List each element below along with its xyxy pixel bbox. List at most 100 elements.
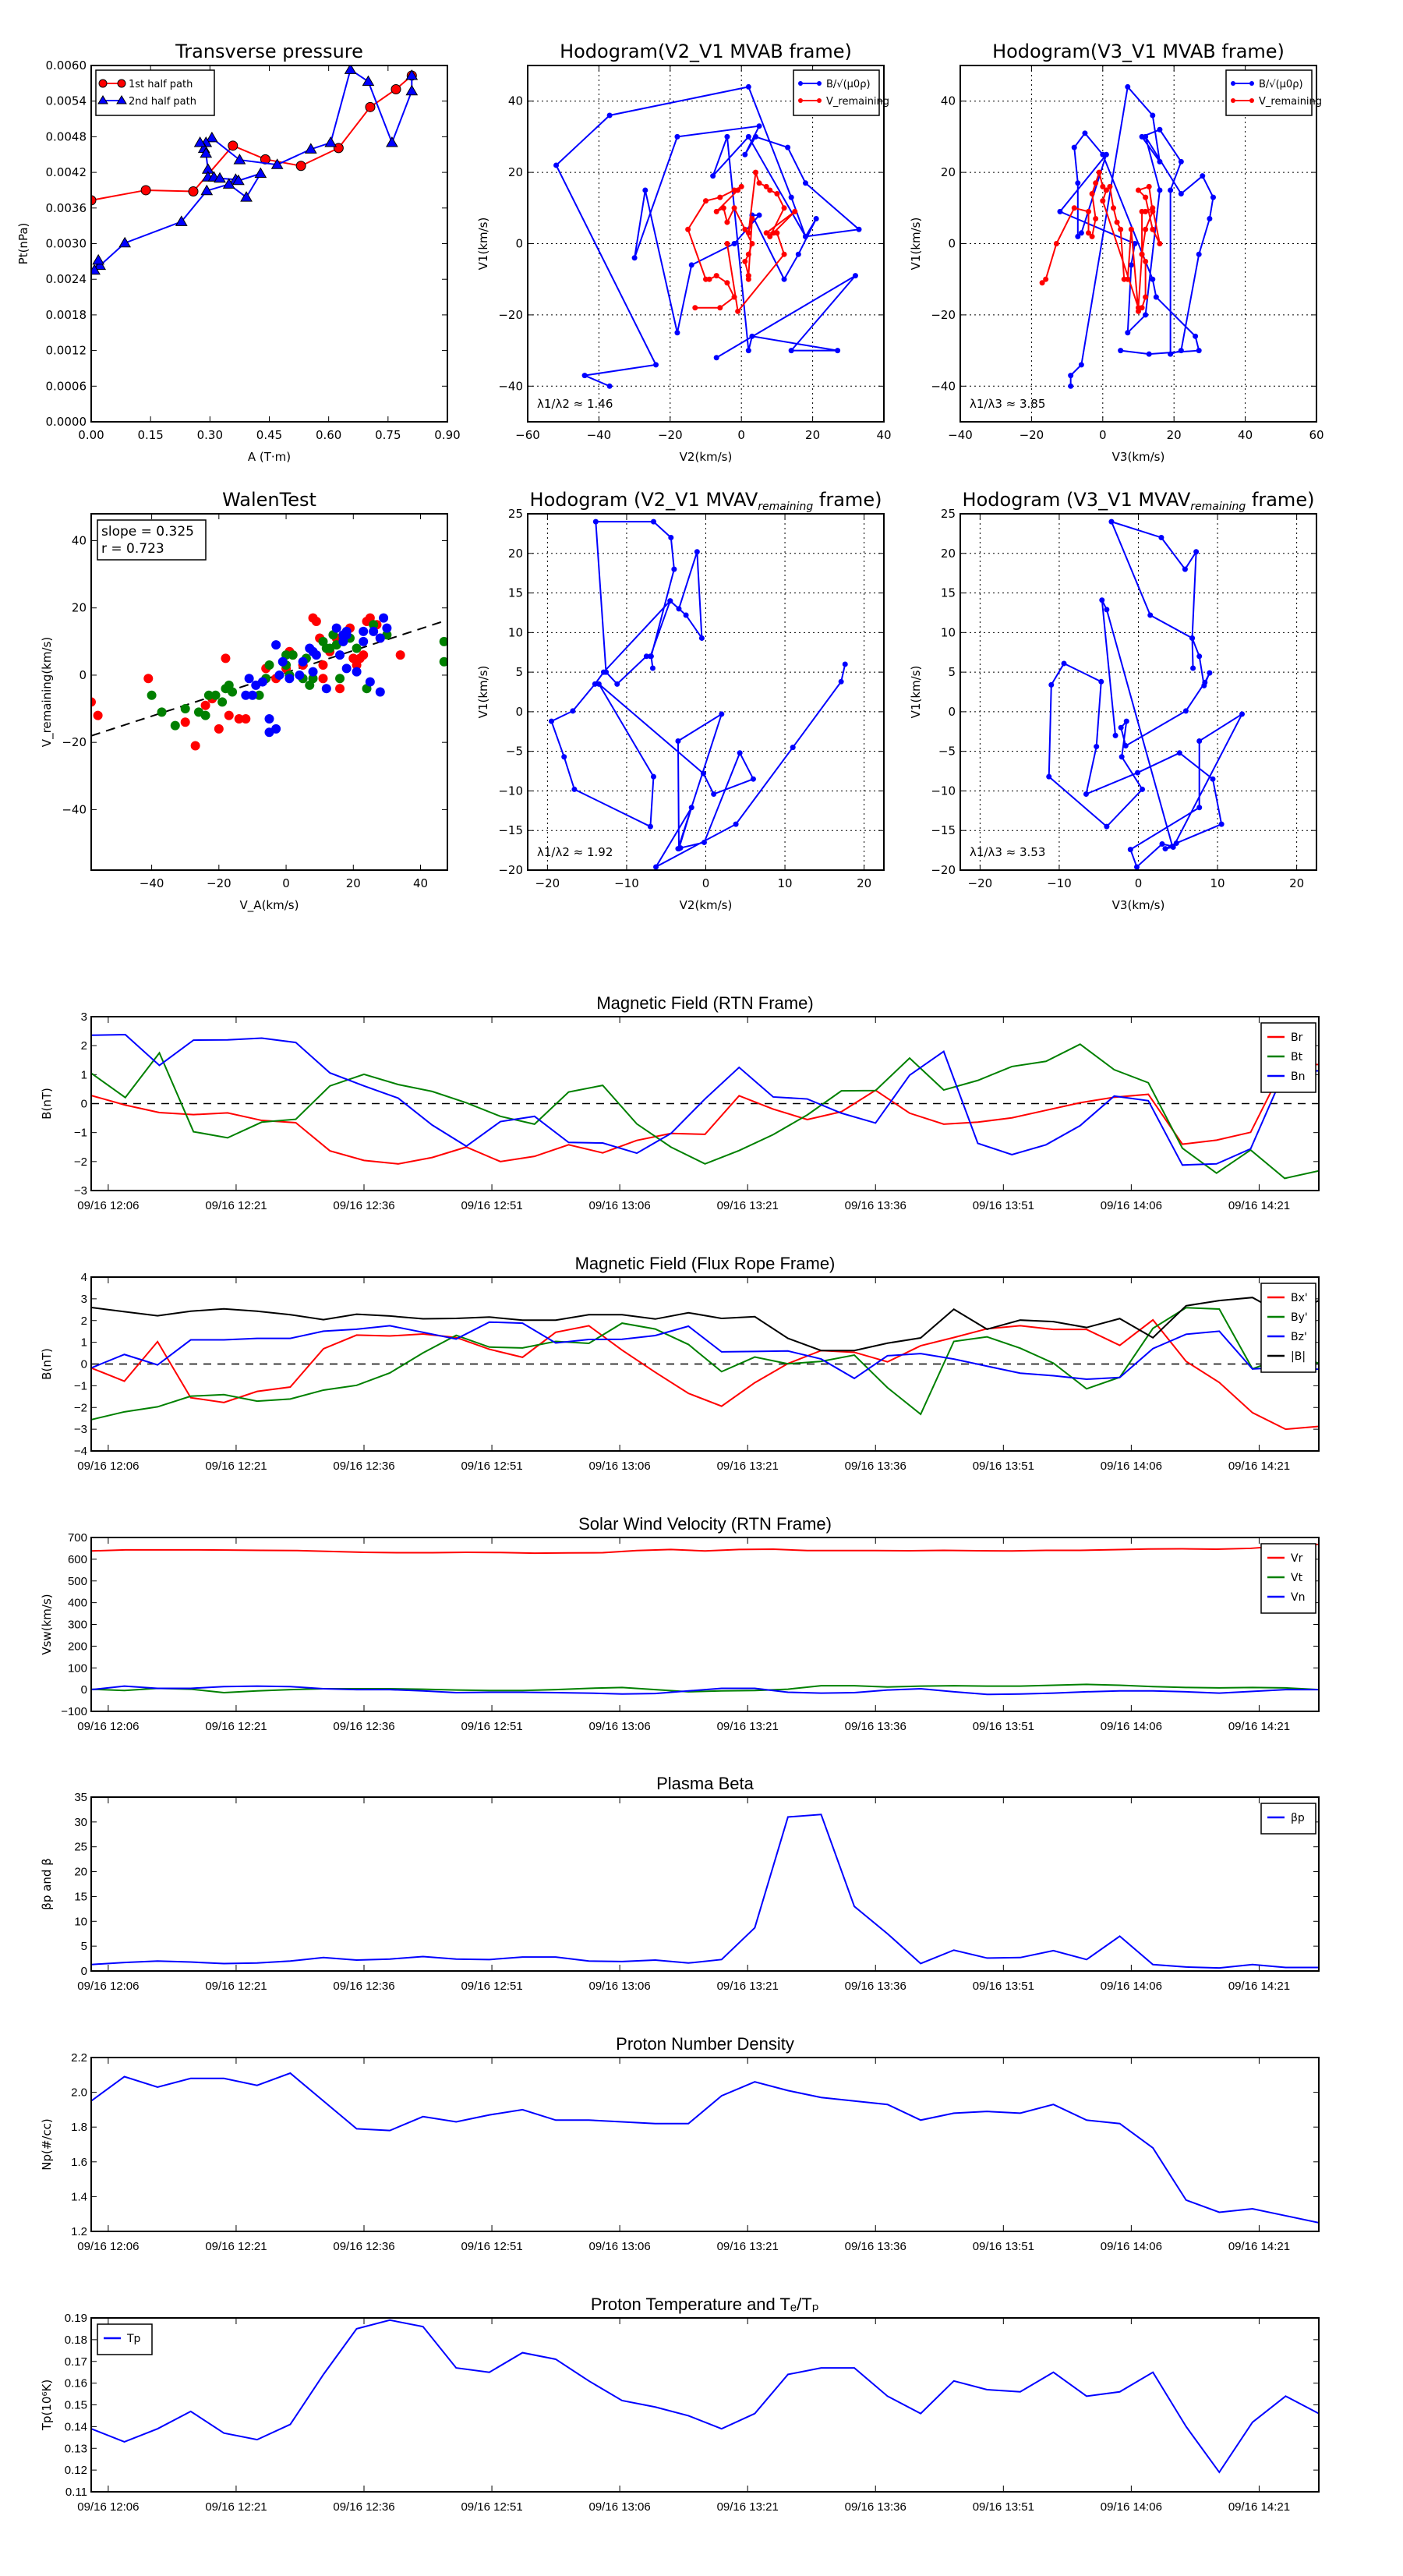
legend-box <box>97 2323 153 2355</box>
data-point <box>614 681 620 687</box>
chart-title: WalenTest <box>222 489 316 511</box>
data-point <box>1118 724 1124 731</box>
data-point <box>94 259 107 271</box>
data-point <box>724 280 730 286</box>
y-tick-label: 0 <box>81 1965 87 1978</box>
legend-marker <box>116 95 127 104</box>
x-tick-label: 09/16 14:21 <box>1228 2500 1290 2514</box>
y-tick-label: 0.17 <box>65 2355 87 2369</box>
data-point <box>642 187 648 193</box>
y-tick-label: 0.0024 <box>46 272 87 286</box>
data-point <box>1071 205 1077 211</box>
x-tick-label: 09/16 14:21 <box>1228 1460 1290 1473</box>
series-v-remaining <box>1046 518 1246 870</box>
data-point <box>1173 840 1179 846</box>
data-point <box>331 623 341 633</box>
chart-hodogram-v3v1-mvav: −20 −10 0 10 20 −20 −15 −10 −5 0 5 10 15 20 25 V3(km/s)… <box>909 489 1317 912</box>
data-point <box>200 710 210 720</box>
y-tick-label: 2 <box>81 1039 87 1053</box>
data-point <box>1210 194 1216 200</box>
y-tick-label: −40 <box>62 802 87 816</box>
data-point <box>650 773 656 780</box>
data-point <box>234 713 244 724</box>
data-point <box>802 233 808 239</box>
data-point <box>221 653 231 663</box>
data-point <box>1178 348 1184 354</box>
x-tick-label: 0.00 <box>78 428 104 442</box>
data-point <box>308 674 318 684</box>
data-point <box>143 674 154 684</box>
y-axis-label: Np(#/cc) <box>40 2118 54 2171</box>
data-point <box>581 373 588 379</box>
plot-area <box>553 83 862 389</box>
data-point <box>1157 241 1163 246</box>
data-point <box>713 355 719 361</box>
data-point <box>1071 144 1077 150</box>
y-axis-label: B(nT) <box>40 1348 54 1380</box>
x-tick-label: 10 <box>778 876 793 890</box>
axes-frame <box>527 513 885 871</box>
data-point <box>731 241 737 246</box>
data-point <box>1210 776 1216 782</box>
data-point <box>649 665 656 671</box>
data-point <box>790 745 796 751</box>
y-tick-label: −100 <box>61 1705 87 1718</box>
chart-title: Hodogram (V3_V1 MVAVremaining frame) <box>963 489 1315 513</box>
data-point <box>1159 840 1165 847</box>
data-point <box>735 187 741 193</box>
data-point <box>653 864 659 870</box>
y-tick-label: 0.12 <box>65 2464 87 2477</box>
data-point <box>318 674 328 684</box>
y-tick-label: 0 <box>515 705 523 719</box>
ratio-annotation: λ1/λ2 ≈ 1.92 <box>537 845 613 859</box>
data-point <box>802 180 808 186</box>
annotation-text: slope = 0.325 <box>101 524 194 540</box>
data-point <box>774 191 780 197</box>
data-point <box>311 616 321 626</box>
axes-frame <box>959 513 1317 871</box>
data-point <box>701 839 707 845</box>
legend-label: Vr <box>1291 1552 1303 1565</box>
data-point <box>600 669 606 675</box>
data-point <box>1193 549 1200 555</box>
legend-marker <box>817 98 822 103</box>
data-point <box>405 84 419 96</box>
y-tick-label: −40 <box>498 379 523 393</box>
x-tick-label: 09/16 12:06 <box>77 2500 139 2514</box>
legend-label: 2nd half path <box>129 96 196 108</box>
data-point <box>1150 276 1156 282</box>
data-point <box>674 133 680 140</box>
data-point <box>382 623 392 633</box>
series-line <box>1041 169 1161 313</box>
y-tick-label: 0.14 <box>65 2420 87 2433</box>
x-tick-label: 09/16 14:21 <box>1228 1199 1290 1212</box>
x-tick-label: 0 <box>282 876 290 890</box>
x-tick-label: −20 <box>968 876 993 890</box>
data-point <box>720 205 726 211</box>
data-point <box>365 677 375 687</box>
x-axis-label: V3(km/s) <box>1112 898 1165 912</box>
x-tick-label: 09/16 13:06 <box>589 2240 651 2253</box>
data-point <box>241 690 251 700</box>
data-point <box>1143 226 1149 232</box>
y-tick-label: −4 <box>74 1445 87 1458</box>
data-point <box>553 162 560 168</box>
series-x-component <box>91 613 405 751</box>
plot-area <box>91 1034 1319 1180</box>
title-subscript: remaining <box>1190 501 1246 513</box>
data-point <box>341 626 352 636</box>
y-tick-label: 1.2 <box>71 2225 87 2238</box>
legend-label: Vt <box>1291 1572 1303 1584</box>
data-point <box>1158 534 1164 540</box>
data-point <box>688 262 694 268</box>
data-point <box>1143 194 1149 200</box>
data-point <box>631 255 638 261</box>
y-tick-label: 10 <box>941 625 956 639</box>
data-point <box>271 724 281 734</box>
data-point <box>1078 362 1084 368</box>
data-point <box>193 136 207 147</box>
x-tick-label: 09/16 12:51 <box>461 1460 522 1473</box>
data-point <box>203 690 214 700</box>
x-tick-label: 09/16 13:21 <box>717 1720 779 1733</box>
data-point <box>308 667 318 677</box>
